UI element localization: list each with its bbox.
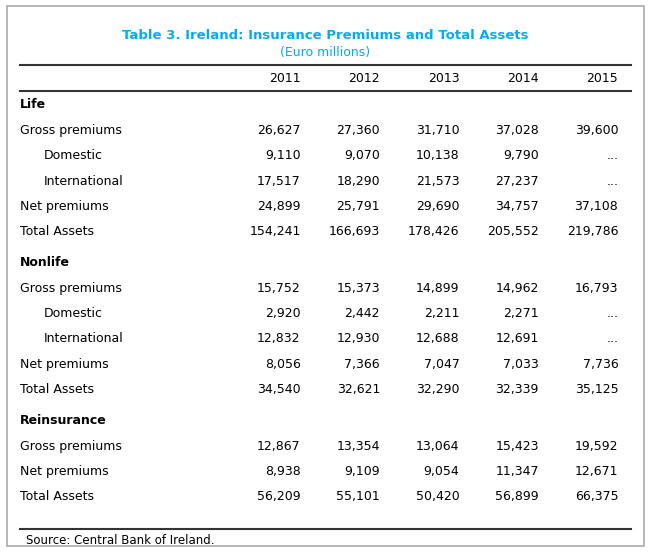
Text: 15,423: 15,423 [495,439,539,453]
Text: 35,125: 35,125 [575,383,618,396]
Text: 9,790: 9,790 [503,149,539,162]
Text: 13,354: 13,354 [337,439,380,453]
Text: 17,517: 17,517 [257,174,300,188]
Text: Reinsurance: Reinsurance [20,414,106,427]
Text: 15,373: 15,373 [336,282,380,295]
Text: 2015: 2015 [586,72,618,86]
Text: 29,690: 29,690 [416,200,460,213]
Text: 56,899: 56,899 [495,490,539,503]
Text: 13,064: 13,064 [416,439,460,453]
Text: 50,420: 50,420 [415,490,460,503]
Text: ...: ... [606,149,618,162]
Text: Domestic: Domestic [44,307,103,320]
Text: International: International [44,332,124,346]
Text: 2,271: 2,271 [503,307,539,320]
Text: 219,786: 219,786 [567,225,618,238]
Text: 10,138: 10,138 [416,149,460,162]
Text: 12,930: 12,930 [337,332,380,346]
Text: 2011: 2011 [269,72,300,86]
Text: 37,108: 37,108 [575,200,618,213]
Text: 34,540: 34,540 [257,383,300,396]
Text: 7,047: 7,047 [424,358,460,371]
Text: ...: ... [606,174,618,188]
Text: 14,899: 14,899 [416,282,460,295]
Text: 15,752: 15,752 [257,282,300,295]
Text: 2,211: 2,211 [424,307,460,320]
Text: 27,237: 27,237 [495,174,539,188]
Text: 37,028: 37,028 [495,124,539,137]
Text: 16,793: 16,793 [575,282,618,295]
Text: 154,241: 154,241 [249,225,300,238]
Text: 27,360: 27,360 [336,124,380,137]
Text: 2013: 2013 [428,72,460,86]
Text: Table 3. Ireland: Insurance Premiums and Total Assets: Table 3. Ireland: Insurance Premiums and… [122,29,528,43]
Text: 32,339: 32,339 [495,383,539,396]
Text: 9,054: 9,054 [424,465,460,478]
Text: 12,867: 12,867 [257,439,300,453]
Text: Gross premiums: Gross premiums [20,124,122,137]
Text: ...: ... [606,332,618,346]
Text: Total Assets: Total Assets [20,225,94,238]
Text: 9,070: 9,070 [344,149,380,162]
Text: 8,938: 8,938 [265,465,300,478]
Text: 7,736: 7,736 [582,358,618,371]
Text: Total Assets: Total Assets [20,490,94,503]
Text: Net premiums: Net premiums [20,358,108,371]
Text: 178,426: 178,426 [408,225,460,238]
Text: 24,899: 24,899 [257,200,300,213]
Text: 166,693: 166,693 [329,225,380,238]
Text: 7,033: 7,033 [503,358,539,371]
Text: 31,710: 31,710 [416,124,460,137]
Text: Net premiums: Net premiums [20,200,108,213]
Text: Gross premiums: Gross premiums [20,439,122,453]
Text: Total Assets: Total Assets [20,383,94,396]
Text: Net premiums: Net premiums [20,465,108,478]
Text: 25,791: 25,791 [336,200,380,213]
Text: ...: ... [606,307,618,320]
Text: 12,688: 12,688 [416,332,460,346]
Text: 2,442: 2,442 [344,307,380,320]
Text: 32,621: 32,621 [337,383,380,396]
Text: Life: Life [20,98,46,112]
Text: Gross premiums: Gross premiums [20,282,122,295]
Text: 34,757: 34,757 [495,200,539,213]
Text: 11,347: 11,347 [495,465,539,478]
Text: 56,209: 56,209 [257,490,300,503]
Text: 9,109: 9,109 [344,465,380,478]
Text: 12,671: 12,671 [575,465,618,478]
Text: 205,552: 205,552 [487,225,539,238]
Text: 55,101: 55,101 [336,490,380,503]
Text: 19,592: 19,592 [575,439,618,453]
Text: 2012: 2012 [348,72,380,86]
Text: 12,832: 12,832 [257,332,300,346]
Text: 32,290: 32,290 [416,383,460,396]
Text: 26,627: 26,627 [257,124,300,137]
Text: 39,600: 39,600 [575,124,618,137]
Text: Source: Central Bank of Ireland.: Source: Central Bank of Ireland. [26,534,215,548]
Text: 21,573: 21,573 [416,174,460,188]
Text: 18,290: 18,290 [336,174,380,188]
Text: Nonlife: Nonlife [20,256,70,269]
Text: International: International [44,174,124,188]
Text: Domestic: Domestic [44,149,103,162]
Text: (Euro millions): (Euro millions) [280,46,370,59]
Text: 2,920: 2,920 [265,307,300,320]
Text: 9,110: 9,110 [265,149,300,162]
Text: 14,962: 14,962 [495,282,539,295]
Text: 2014: 2014 [507,72,539,86]
Text: 8,056: 8,056 [265,358,300,371]
Text: 12,691: 12,691 [495,332,539,346]
Text: 7,366: 7,366 [344,358,380,371]
Text: 66,375: 66,375 [575,490,618,503]
